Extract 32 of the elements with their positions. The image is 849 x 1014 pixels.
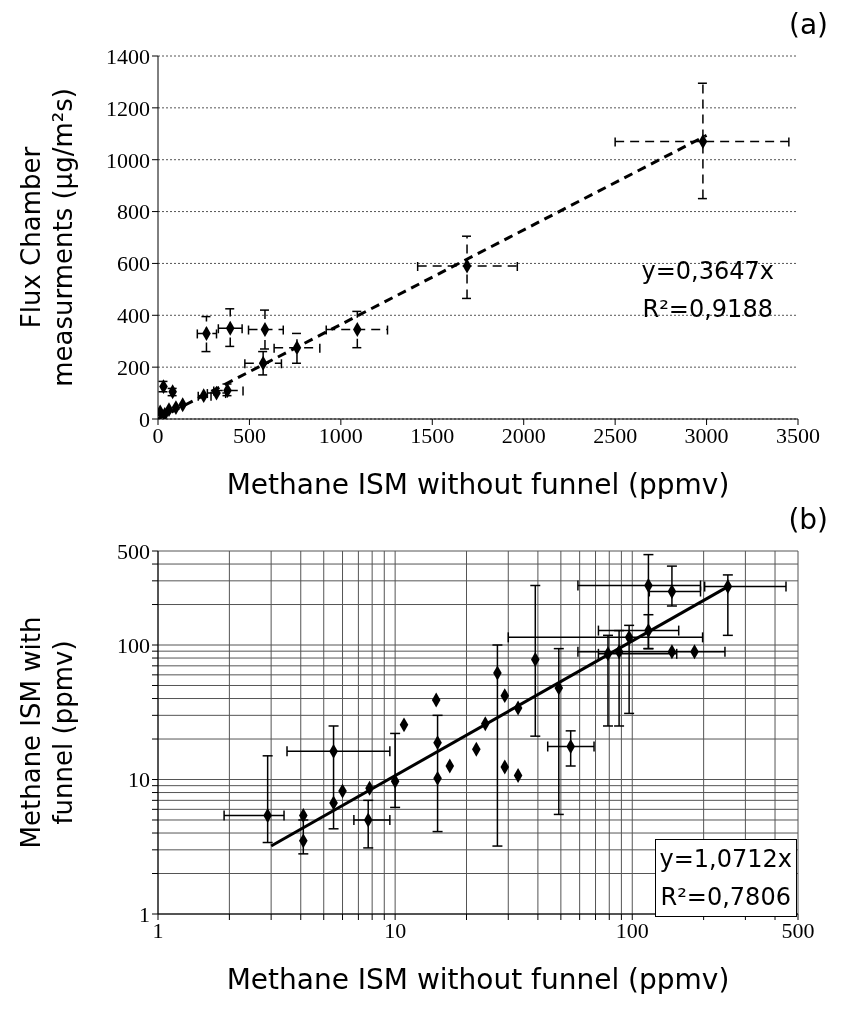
chart-title: (a)	[788, 8, 829, 43]
annotation: y=1,0712x	[659, 844, 792, 875]
chart-title: (b)	[787, 503, 829, 538]
x-tick-label: 1000	[318, 422, 363, 448]
y-axis-title: Methane ISM with funnel (ppmv)	[16, 616, 78, 849]
y-tick-label: 800	[117, 199, 150, 225]
x-tick-label: 1500	[410, 422, 455, 448]
annotation: y=0,3647x	[641, 256, 774, 287]
y-tick-label: 500	[117, 538, 150, 564]
x-tick-label: 2000	[501, 422, 546, 448]
y-tick-label: 1200	[106, 95, 150, 121]
y-tick-label: 400	[117, 303, 150, 329]
x-tick-label: 3500	[776, 422, 820, 448]
annotation: R²=0,9188	[641, 294, 774, 325]
x-axis-title: Methane ISM without funnel (ppmv)	[226, 468, 730, 501]
y-tick-label: 100	[117, 632, 150, 658]
x-tick-label: 2500	[593, 422, 638, 448]
y-tick-label: 600	[117, 251, 150, 277]
annotation: R²=0,7806	[659, 882, 792, 913]
y-tick-label: 200	[117, 354, 150, 380]
x-tick-label: 10	[384, 917, 407, 943]
x-tick-label: 500	[232, 422, 266, 448]
y-axis-title: Flux Chamber measurments (µg/m²s)	[16, 88, 78, 387]
x-tick-label: 3000	[684, 422, 729, 448]
y-tick-label: 1	[139, 901, 150, 927]
x-tick-label: 100	[615, 917, 649, 943]
y-tick-label: 1400	[106, 43, 150, 69]
y-tick-label: 1000	[106, 147, 150, 173]
y-tick-label: 0	[139, 406, 150, 432]
x-axis-title: Methane ISM without funnel (ppmv)	[226, 963, 730, 996]
y-tick-label: 10	[128, 767, 150, 793]
x-tick-label: 500	[781, 917, 815, 943]
